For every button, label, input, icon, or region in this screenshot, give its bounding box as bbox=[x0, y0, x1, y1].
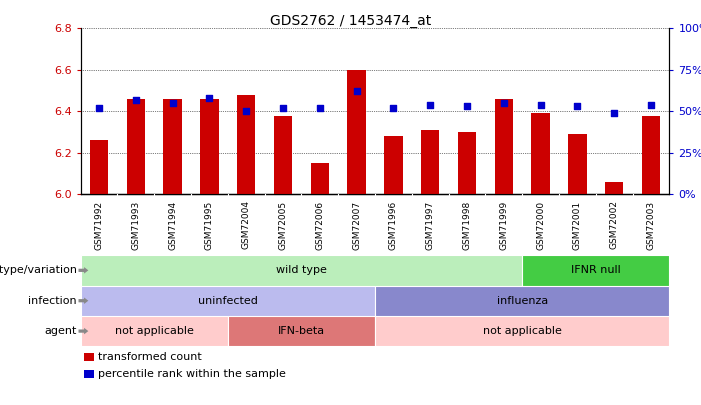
Point bbox=[461, 103, 472, 110]
Bar bbox=[522, 255, 669, 286]
Point bbox=[498, 100, 510, 106]
Point bbox=[240, 108, 252, 115]
Point bbox=[646, 102, 657, 108]
Text: GSM72005: GSM72005 bbox=[278, 200, 287, 249]
Text: GSM71998: GSM71998 bbox=[463, 200, 472, 250]
Bar bbox=[384, 136, 402, 194]
Point bbox=[130, 96, 142, 103]
Bar bbox=[274, 115, 292, 194]
Bar bbox=[90, 141, 108, 194]
Point bbox=[388, 105, 399, 111]
Bar bbox=[642, 115, 660, 194]
Point bbox=[535, 102, 546, 108]
Text: percentile rank within the sample: percentile rank within the sample bbox=[98, 369, 286, 379]
Text: IFN-beta: IFN-beta bbox=[278, 326, 325, 336]
Text: GSM72004: GSM72004 bbox=[242, 200, 251, 249]
Bar bbox=[458, 132, 476, 194]
Text: GSM72000: GSM72000 bbox=[536, 200, 545, 249]
Text: GSM71993: GSM71993 bbox=[131, 200, 140, 250]
Bar bbox=[83, 370, 94, 378]
Text: GSM72003: GSM72003 bbox=[646, 200, 655, 249]
Bar bbox=[531, 113, 550, 194]
Bar bbox=[81, 316, 228, 346]
Point bbox=[572, 103, 583, 110]
Text: GSM72007: GSM72007 bbox=[352, 200, 361, 249]
Text: GSM72006: GSM72006 bbox=[315, 200, 325, 249]
Text: IFNR null: IFNR null bbox=[571, 265, 620, 275]
Text: GSM71999: GSM71999 bbox=[499, 200, 508, 250]
Point bbox=[425, 102, 436, 108]
Text: GSM71996: GSM71996 bbox=[389, 200, 398, 250]
Text: GSM71994: GSM71994 bbox=[168, 200, 177, 249]
Bar bbox=[375, 316, 669, 346]
Bar bbox=[228, 316, 375, 346]
Bar bbox=[421, 130, 440, 194]
Point bbox=[93, 105, 104, 111]
Text: GSM72001: GSM72001 bbox=[573, 200, 582, 249]
Text: not applicable: not applicable bbox=[483, 326, 562, 336]
Point bbox=[204, 95, 215, 101]
Text: GDS2762 / 1453474_at: GDS2762 / 1453474_at bbox=[270, 14, 431, 28]
Text: GSM71992: GSM71992 bbox=[95, 200, 104, 249]
Text: influenza: influenza bbox=[496, 296, 548, 306]
Bar bbox=[237, 95, 255, 194]
Text: wild type: wild type bbox=[276, 265, 327, 275]
Point bbox=[167, 100, 178, 106]
Point bbox=[608, 110, 620, 116]
Bar bbox=[83, 353, 94, 361]
Bar bbox=[81, 286, 375, 316]
Bar bbox=[569, 134, 587, 194]
Bar bbox=[495, 99, 513, 194]
Text: uninfected: uninfected bbox=[198, 296, 258, 306]
Point bbox=[351, 88, 362, 95]
Bar bbox=[163, 99, 182, 194]
Text: not applicable: not applicable bbox=[115, 326, 193, 336]
Text: infection: infection bbox=[29, 296, 77, 306]
Bar bbox=[127, 99, 145, 194]
Bar bbox=[375, 286, 669, 316]
Bar bbox=[311, 163, 329, 194]
Text: genotype/variation: genotype/variation bbox=[0, 265, 77, 275]
Bar bbox=[81, 255, 522, 286]
Bar bbox=[200, 99, 219, 194]
Bar bbox=[605, 182, 623, 194]
Text: GSM72002: GSM72002 bbox=[610, 200, 619, 249]
Text: GSM71997: GSM71997 bbox=[426, 200, 435, 250]
Point bbox=[314, 105, 325, 111]
Text: agent: agent bbox=[45, 326, 77, 336]
Point bbox=[278, 105, 289, 111]
Text: GSM71995: GSM71995 bbox=[205, 200, 214, 250]
Text: transformed count: transformed count bbox=[98, 352, 202, 362]
Bar bbox=[348, 70, 366, 194]
